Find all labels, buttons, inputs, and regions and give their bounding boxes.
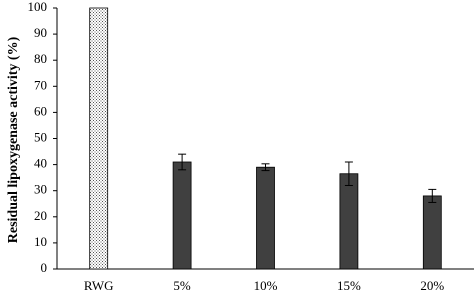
bar xyxy=(422,195,442,270)
y-tick-label: 20 xyxy=(34,208,47,223)
y-tick-label: 10 xyxy=(34,234,47,249)
bar xyxy=(172,161,192,270)
x-tick-label: 5% xyxy=(173,278,191,293)
y-tick-label: 60 xyxy=(34,103,47,118)
x-tick-label: 20% xyxy=(420,278,444,293)
bar xyxy=(89,7,109,270)
y-tick-label: 40 xyxy=(34,156,47,171)
y-axis-label: Residual lipoxygenase activity (%) xyxy=(6,36,21,243)
bar xyxy=(256,166,275,270)
y-tick-label: 50 xyxy=(34,129,47,144)
x-tick-label: RWG xyxy=(84,278,114,293)
y-tick-label: 90 xyxy=(34,25,47,40)
y-tick-label: 30 xyxy=(34,182,47,197)
x-tick-label: 10% xyxy=(254,278,278,293)
y-tick-label: 100 xyxy=(28,0,48,14)
y-tick-label: 0 xyxy=(41,260,48,275)
y-tick-label: 70 xyxy=(34,77,47,92)
bar xyxy=(339,173,359,270)
y-tick-label: 80 xyxy=(34,51,47,66)
x-tick-label: 15% xyxy=(337,278,361,293)
